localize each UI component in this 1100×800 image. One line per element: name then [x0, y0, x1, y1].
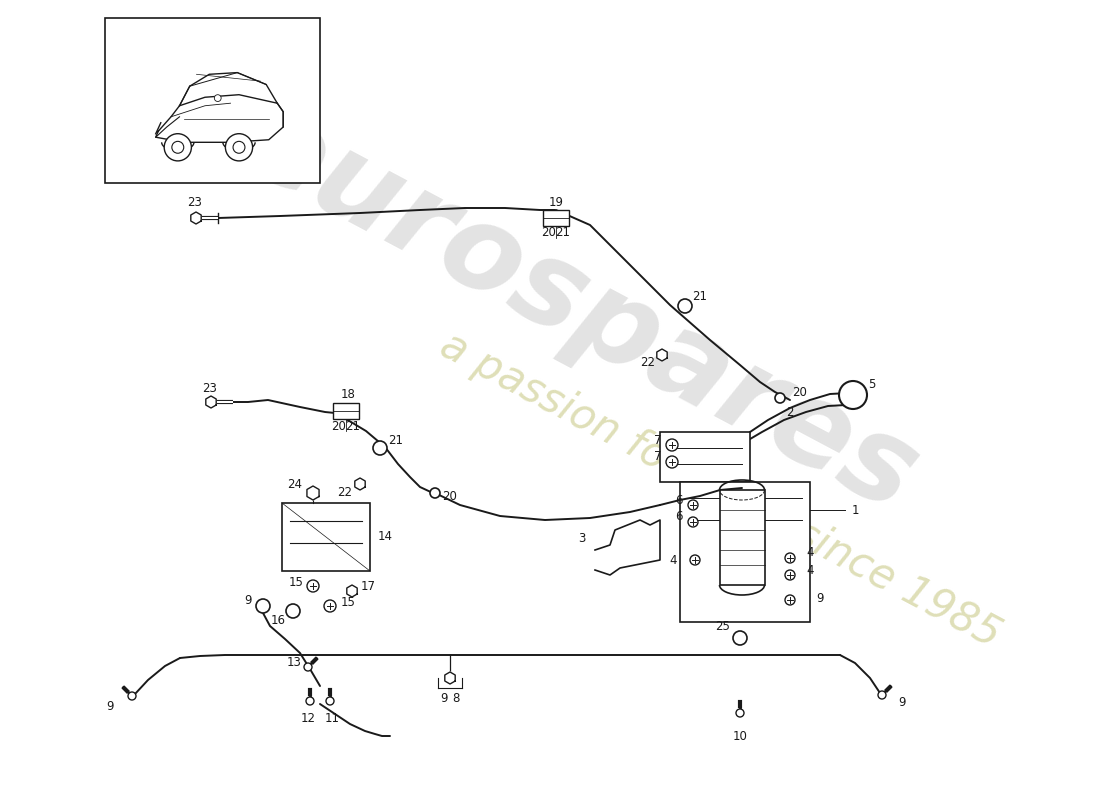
Circle shape [324, 600, 336, 612]
Text: 9: 9 [440, 691, 448, 705]
Polygon shape [657, 349, 668, 361]
Circle shape [326, 697, 334, 705]
Text: 24: 24 [287, 478, 303, 491]
Circle shape [736, 709, 744, 717]
Circle shape [839, 381, 867, 409]
Text: 6: 6 [675, 494, 683, 506]
Text: 9: 9 [107, 699, 113, 713]
Text: 6: 6 [675, 510, 683, 522]
Polygon shape [307, 486, 319, 500]
Polygon shape [190, 212, 201, 224]
Bar [660, 432, 750, 482]
Circle shape [843, 385, 864, 405]
Text: a passion for parts since 1985: a passion for parts since 1985 [432, 324, 1008, 656]
Circle shape [848, 390, 858, 400]
Text: 18: 18 [341, 389, 355, 402]
Circle shape [373, 441, 387, 455]
Polygon shape [206, 396, 217, 408]
Text: 21: 21 [556, 226, 571, 239]
Polygon shape [355, 478, 365, 490]
Circle shape [128, 692, 136, 700]
Circle shape [785, 595, 795, 605]
Bar [333, 403, 359, 419]
Text: 2: 2 [786, 406, 794, 419]
Text: 16: 16 [271, 614, 286, 627]
Text: 4: 4 [806, 563, 814, 577]
Polygon shape [444, 672, 455, 684]
Text: 15: 15 [288, 577, 304, 590]
Bar [543, 210, 569, 226]
Circle shape [306, 697, 313, 705]
Circle shape [307, 580, 319, 592]
Text: 3: 3 [579, 531, 585, 545]
Circle shape [304, 663, 312, 671]
Text: 4: 4 [806, 546, 814, 559]
Circle shape [785, 553, 795, 563]
Circle shape [878, 691, 886, 699]
Text: 7: 7 [654, 450, 662, 462]
Text: 25: 25 [716, 619, 730, 633]
Text: 4: 4 [669, 554, 676, 566]
Text: 14: 14 [377, 530, 393, 543]
Text: 10: 10 [733, 730, 747, 742]
Bar [104, 18, 320, 183]
Text: 23: 23 [202, 382, 218, 394]
Text: 5: 5 [868, 378, 876, 391]
Text: 17: 17 [361, 581, 375, 594]
Circle shape [256, 599, 270, 613]
Circle shape [214, 94, 221, 102]
Text: 7: 7 [654, 434, 662, 446]
Circle shape [164, 134, 191, 161]
Text: 20: 20 [442, 490, 458, 503]
Circle shape [776, 393, 785, 403]
Text: 9: 9 [244, 594, 252, 607]
Circle shape [785, 570, 795, 580]
Text: 20: 20 [793, 386, 807, 398]
Text: 1: 1 [851, 503, 859, 517]
Circle shape [666, 456, 678, 468]
Text: 9: 9 [899, 697, 905, 710]
Text: 21: 21 [693, 290, 707, 302]
Text: 19: 19 [549, 195, 563, 209]
Bar [720, 490, 764, 585]
Text: 23: 23 [188, 195, 202, 209]
Circle shape [430, 488, 440, 498]
Text: 21: 21 [388, 434, 404, 446]
Text: 11: 11 [324, 713, 340, 726]
Text: 20: 20 [331, 419, 346, 433]
Text: 22: 22 [640, 355, 656, 369]
Circle shape [678, 299, 692, 313]
Text: 20: 20 [541, 226, 557, 239]
Circle shape [733, 631, 747, 645]
Text: 22: 22 [338, 486, 352, 498]
Circle shape [688, 517, 698, 527]
Circle shape [690, 555, 700, 565]
Text: 21: 21 [345, 419, 361, 433]
Text: 12: 12 [300, 713, 316, 726]
Circle shape [666, 439, 678, 451]
Text: 15: 15 [341, 597, 355, 610]
Circle shape [172, 142, 184, 154]
Circle shape [226, 134, 253, 161]
Text: 8: 8 [452, 691, 460, 705]
Bar [282, 503, 370, 571]
Circle shape [286, 604, 300, 618]
Text: 9: 9 [816, 591, 824, 605]
Circle shape [688, 500, 698, 510]
Bar [680, 482, 810, 622]
Polygon shape [346, 585, 358, 597]
Circle shape [233, 142, 245, 154]
Text: eurospares: eurospares [223, 84, 936, 536]
Text: 13: 13 [287, 657, 301, 670]
